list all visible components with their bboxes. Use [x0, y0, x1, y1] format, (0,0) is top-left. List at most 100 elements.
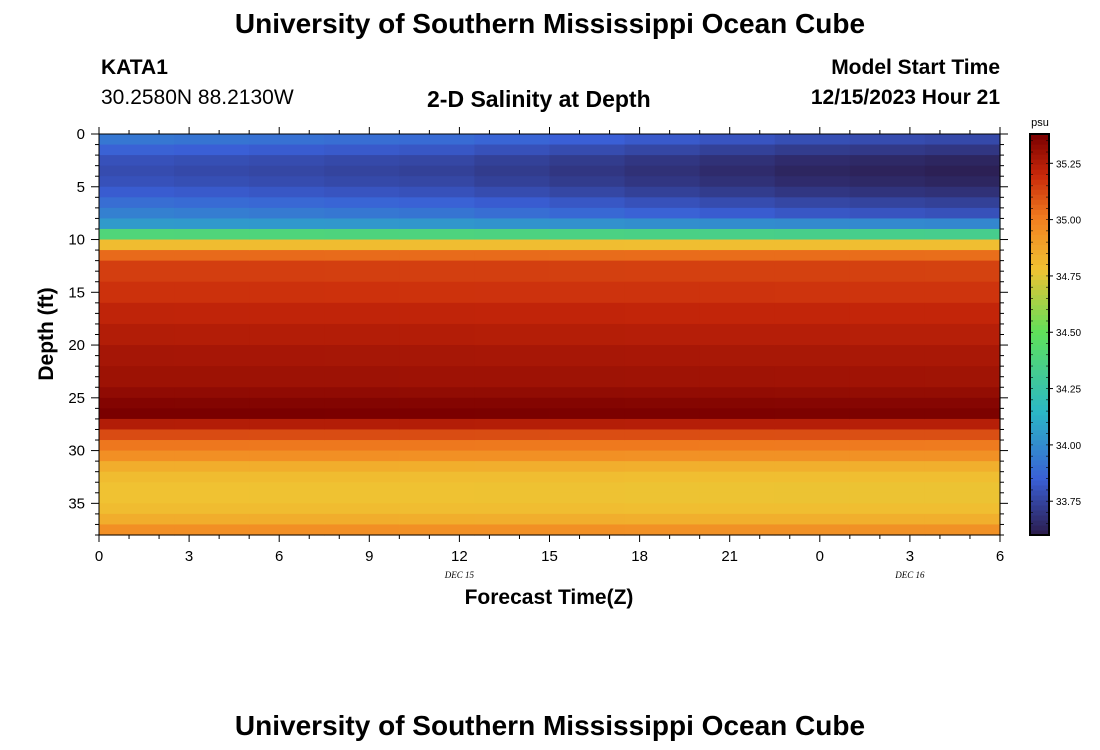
- heatmap-cell: [624, 408, 701, 420]
- heatmap-cell: [249, 228, 325, 241]
- heatmap-cell: [624, 134, 701, 146]
- heatmap-cell: [699, 450, 776, 462]
- heatmap-cell: [324, 250, 400, 262]
- heatmap-cell: [699, 260, 776, 283]
- heatmap-cell: [174, 239, 250, 251]
- heatmap-cell: [699, 397, 776, 409]
- heatmap-cell: [774, 408, 851, 420]
- heatmap-cell: [399, 239, 476, 251]
- colorbar-segment: [1030, 459, 1049, 466]
- heatmap-cell: [699, 144, 776, 156]
- heatmap-cell: [474, 144, 551, 156]
- heatmap-cell: [324, 408, 400, 420]
- heatmap-cell: [99, 440, 175, 452]
- heatmap-cell: [549, 345, 626, 367]
- heatmap-cell: [174, 450, 250, 462]
- heatmap-cell: [399, 450, 476, 462]
- heatmap-cell: [474, 387, 551, 399]
- heatmap-cell: [324, 260, 400, 283]
- x-axis-label: Forecast Time(Z): [465, 586, 634, 609]
- colorbar-segment: [1030, 469, 1049, 476]
- heatmap-cell: [249, 461, 325, 473]
- heatmap-cell: [249, 134, 325, 146]
- y-axis-label: Depth (ft): [35, 287, 58, 380]
- heatmap-cell: [849, 239, 926, 251]
- heatmap-cell: [324, 397, 400, 409]
- heatmap-cell: [174, 155, 250, 167]
- heatmap-cell: [324, 218, 400, 230]
- heatmap-cell: [924, 239, 1001, 251]
- heatmap-cell: [549, 397, 626, 409]
- heatmap-cell: [774, 144, 851, 156]
- colorbar-segment: [1030, 244, 1049, 250]
- heatmap-cell: [699, 471, 776, 483]
- heatmap-cell: [774, 366, 851, 388]
- heatmap-cell: [399, 165, 476, 177]
- heatmap-cell: [774, 302, 851, 325]
- heatmap-cell: [474, 440, 551, 452]
- heatmap-cell: [774, 524, 851, 536]
- y-tick-label: 10: [68, 232, 85, 249]
- heatmap-cell: [174, 323, 250, 346]
- date-label: DEC 16: [894, 570, 925, 580]
- heatmap-cell: [399, 482, 476, 494]
- heatmap-cell: [324, 418, 400, 431]
- heatmap-cell: [99, 482, 175, 494]
- heatmap-cell: [99, 513, 175, 526]
- heatmap-cell: [699, 418, 776, 431]
- colorbar-segment: [1030, 449, 1049, 456]
- heatmap-cell: [774, 418, 851, 431]
- heatmap-cell: [174, 397, 250, 409]
- heatmap-cell: [249, 397, 325, 409]
- heatmap-cell: [624, 513, 701, 526]
- heatmap-cell: [699, 207, 776, 220]
- heatmap-cell: [474, 471, 551, 483]
- colorbar-tick-label: 35.00: [1056, 216, 1081, 227]
- heatmap-cell: [324, 429, 400, 441]
- colorbar-segment: [1030, 364, 1049, 371]
- colorbar-tick-label: 34.25: [1056, 385, 1081, 396]
- y-tick-label: 30: [68, 443, 85, 460]
- heatmap-cell: [99, 176, 175, 188]
- heatmap-cell: [99, 228, 175, 241]
- station-location: 30.2580N 88.2130W: [101, 86, 294, 109]
- heatmap-cell: [699, 218, 776, 230]
- colorbar-segment: [1030, 399, 1049, 406]
- heatmap-cell: [624, 281, 701, 304]
- heatmap-cell: [699, 197, 776, 209]
- heatmap-cell: [849, 503, 926, 515]
- heatmap-cell: [474, 450, 551, 462]
- heatmap-cell: [774, 134, 851, 146]
- heatmap-cell: [699, 302, 776, 325]
- heatmap-cell: [849, 408, 926, 420]
- heatmap-cell: [99, 281, 175, 304]
- heatmap-cell: [774, 260, 851, 283]
- colorbar-segment: [1030, 444, 1049, 451]
- heatmap-cell: [99, 429, 175, 441]
- heatmap-cell: [924, 134, 1001, 146]
- heatmap-cell: [699, 228, 776, 241]
- colorbar-segment: [1030, 404, 1049, 411]
- heatmap-cell: [624, 397, 701, 409]
- y-tick-label: 35: [68, 495, 85, 512]
- x-tick-label: 12: [451, 548, 468, 565]
- heatmap-cell: [549, 461, 626, 473]
- heatmap-cell: [624, 250, 701, 262]
- heatmap-cell: [624, 450, 701, 462]
- heatmap-cell: [474, 397, 551, 409]
- colorbar-segment: [1030, 379, 1049, 386]
- heatmap-cell: [849, 418, 926, 431]
- heatmap-cell: [324, 471, 400, 483]
- x-tick-label: 6: [996, 548, 1004, 565]
- colorbar-segment: [1030, 139, 1049, 145]
- heatmap-cell: [99, 186, 175, 198]
- heatmap-cell: [699, 176, 776, 188]
- colorbar-segment: [1030, 419, 1049, 426]
- heatmap-cell: [174, 302, 250, 325]
- heatmap-cell: [324, 186, 400, 198]
- heatmap-cell: [249, 155, 325, 167]
- heatmap-cell: [99, 165, 175, 177]
- heatmap-cell: [549, 144, 626, 156]
- heatmap-cell: [924, 281, 1001, 304]
- colorbar-segment: [1030, 324, 1049, 331]
